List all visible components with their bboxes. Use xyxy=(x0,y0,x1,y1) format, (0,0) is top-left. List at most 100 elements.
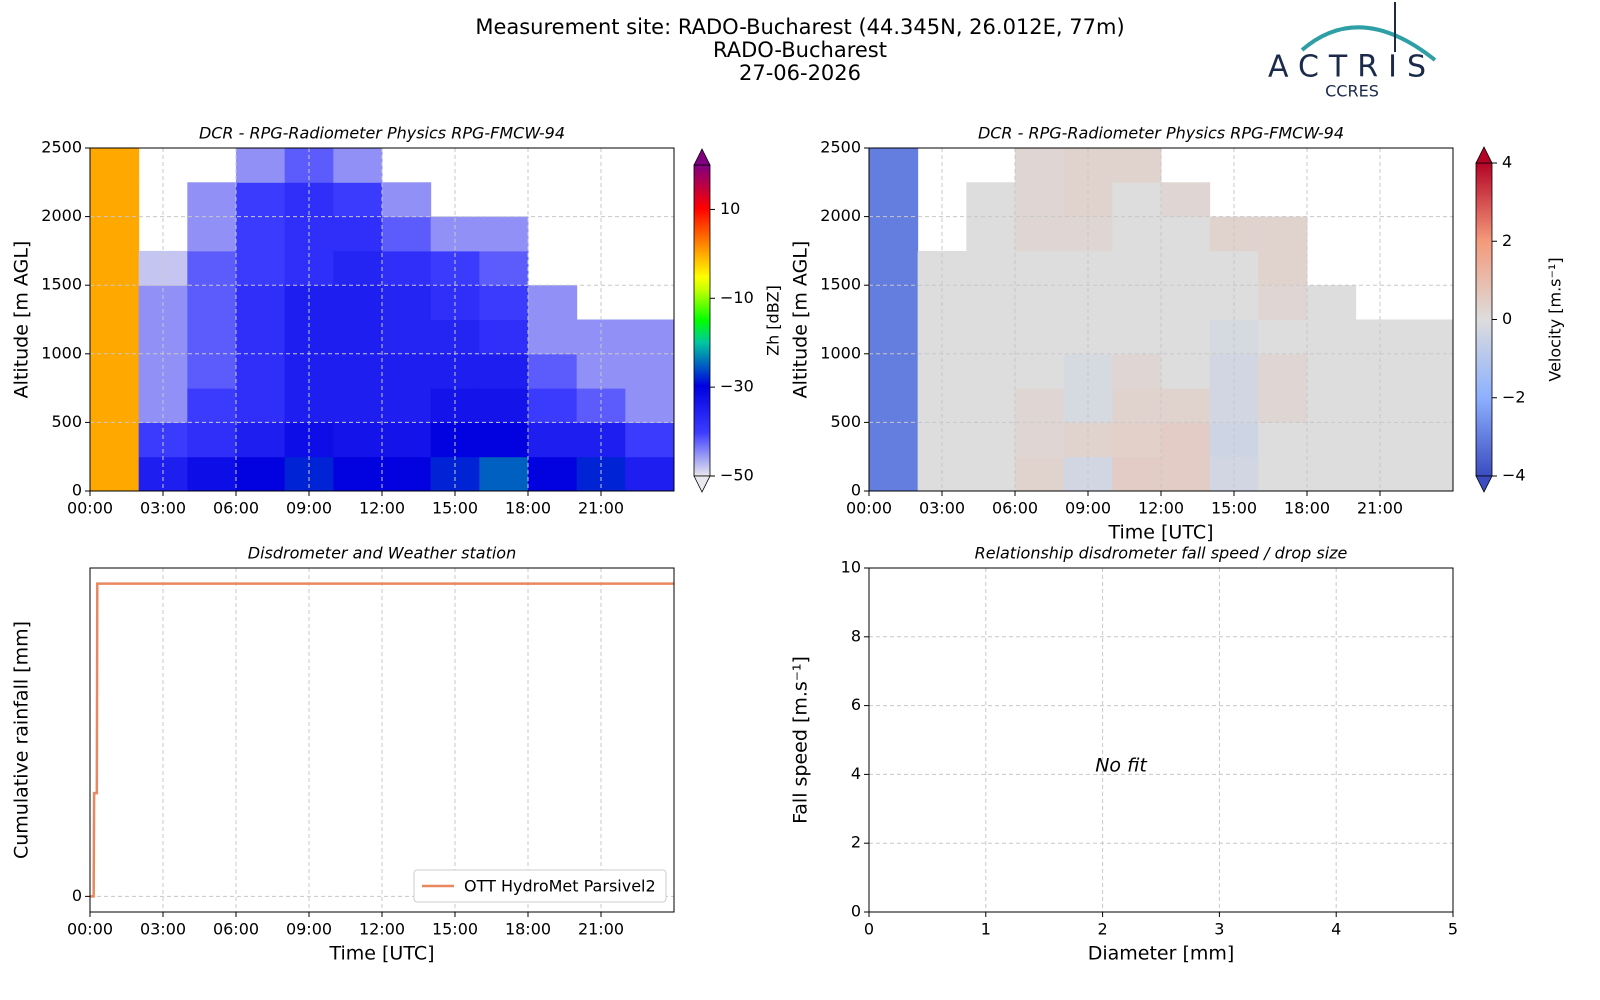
colorbar-tick-label: 0 xyxy=(1502,309,1512,328)
heatmap-cell xyxy=(236,456,286,492)
x-tick-label: 00:00 xyxy=(846,499,892,518)
logo: ACTRIS xyxy=(1268,50,1436,85)
heatmap-cell xyxy=(333,216,383,252)
heatmap-cell xyxy=(1161,388,1211,423)
colorbar-tick-label: −10 xyxy=(720,288,754,307)
heatmap-cell xyxy=(187,456,237,492)
y-tick-label: 1000 xyxy=(41,343,82,362)
heatmap-cell xyxy=(90,285,140,320)
line xyxy=(90,582,674,898)
heatmap-cell xyxy=(479,250,529,286)
heatmap-cell xyxy=(1112,250,1162,286)
heatmap-cell xyxy=(382,353,432,389)
heatmap-cell xyxy=(382,388,432,423)
heatmap-cell xyxy=(1258,250,1308,286)
heatmap-cell xyxy=(966,216,1016,252)
heatmap-cell xyxy=(1015,422,1065,458)
header-title: 27-06-2026 xyxy=(739,61,861,85)
heatmap-cell xyxy=(479,422,529,458)
heatmap-cell xyxy=(869,388,919,423)
heatmap-cell xyxy=(966,353,1016,389)
heatmap-cell xyxy=(528,319,578,355)
heatmap-cell xyxy=(1112,148,1162,183)
heatmap-cell xyxy=(236,285,286,320)
y-axis-label: Altitude [m AGL] xyxy=(11,241,33,399)
colorbar-tick-label: 2 xyxy=(1502,231,1512,250)
y-tick-label: 1500 xyxy=(41,275,82,294)
colorbar xyxy=(693,164,711,477)
heatmap-cell xyxy=(869,456,919,492)
x-tick-label: 12:00 xyxy=(359,920,405,939)
heatmap-cell xyxy=(90,353,140,389)
colorbar-extend xyxy=(693,475,711,493)
plot-data xyxy=(90,148,675,492)
heatmap-cell xyxy=(1112,353,1162,389)
heatmap-cell xyxy=(90,182,140,218)
heatmap-cell xyxy=(1307,422,1357,458)
heatmap-cell xyxy=(236,148,286,183)
heatmap-cell xyxy=(236,216,286,252)
heatmap-cell xyxy=(528,422,578,458)
x-axis-label: Time [UTC] xyxy=(1107,522,1213,544)
y-axis-label: Cumulative rainfall [mm] xyxy=(11,621,33,859)
y-tick-label: 500 xyxy=(830,412,861,431)
x-tick-label: 4 xyxy=(1331,920,1341,939)
y-tick-label: 10 xyxy=(841,558,861,577)
heatmap-cell xyxy=(1161,319,1211,355)
axes-frame xyxy=(868,567,1454,913)
legend-label: OTT HydroMet Parsivel2 xyxy=(464,877,656,896)
x-tick-label: 09:00 xyxy=(1065,499,1111,518)
heatmap-cell xyxy=(187,285,237,320)
heatmap-cell xyxy=(333,353,383,389)
heatmap-cell xyxy=(479,353,529,389)
heatmap-cell xyxy=(187,216,237,252)
heatmap-cell xyxy=(528,353,578,389)
heatmap-cell xyxy=(1404,456,1454,492)
x-tick-label: 06:00 xyxy=(992,499,1038,518)
y-tick-label: 0 xyxy=(851,902,861,921)
heatmap-cell xyxy=(479,285,529,320)
x-tick-label: 21:00 xyxy=(578,499,624,518)
heatmap-cell xyxy=(1161,216,1211,252)
heatmap-cell xyxy=(869,285,919,320)
x-tick-label: 12:00 xyxy=(359,499,405,518)
colorbar-label: Zh [dBZ] xyxy=(764,285,783,356)
x-tick-label: 2 xyxy=(1098,920,1108,939)
heatmap-cell xyxy=(236,182,286,218)
x-tick-label: 06:00 xyxy=(213,920,259,939)
axes-title: Relationship disdrometer fall speed / dr… xyxy=(975,544,1348,563)
x-tick-label: 06:00 xyxy=(213,499,259,518)
heatmap-cell xyxy=(90,388,140,423)
y-tick-label: 1000 xyxy=(820,343,861,362)
y-axis-label: Fall speed [m.s⁻¹] xyxy=(790,656,812,824)
y-tick-label: 0 xyxy=(72,886,82,905)
x-tick-label: 00:00 xyxy=(67,920,113,939)
header-title: RADO-Bucharest xyxy=(713,38,887,62)
heatmap-cell xyxy=(625,422,675,458)
x-tick-label: 5 xyxy=(1448,920,1458,939)
heatmap-cell xyxy=(966,285,1016,320)
y-tick-label: 2000 xyxy=(41,206,82,225)
heatmap-cell xyxy=(1112,285,1162,320)
heatmap-cell xyxy=(1015,182,1065,218)
heatmap-cell xyxy=(382,182,432,218)
heatmap-cell xyxy=(966,319,1016,355)
y-tick-label: 2 xyxy=(851,833,861,852)
heatmap-cell xyxy=(869,148,919,183)
colorbar-extend xyxy=(1475,146,1493,164)
x-tick-label: 0 xyxy=(864,920,874,939)
plots: 00:00 03:00 06:00 09:00 12:00 15:00 18:00 21:00… xyxy=(11,124,1565,965)
x-tick-label: 09:00 xyxy=(286,499,332,518)
x-tick-label: 18:00 xyxy=(505,499,551,518)
heatmap-cell xyxy=(382,319,432,355)
heatmap-cell xyxy=(869,216,919,252)
x-tick-label: 18:00 xyxy=(1284,499,1330,518)
y-tick-label: 6 xyxy=(851,695,861,714)
heatmap-cell xyxy=(1112,422,1162,458)
x-tick-label: 15:00 xyxy=(432,920,478,939)
axes-title: DCR - RPG-Radiometer Physics RPG-FMCW-94 xyxy=(199,124,565,143)
y-tick-label: 0 xyxy=(851,481,861,500)
plot-area xyxy=(869,568,1453,912)
heatmap-cell xyxy=(1307,456,1357,492)
